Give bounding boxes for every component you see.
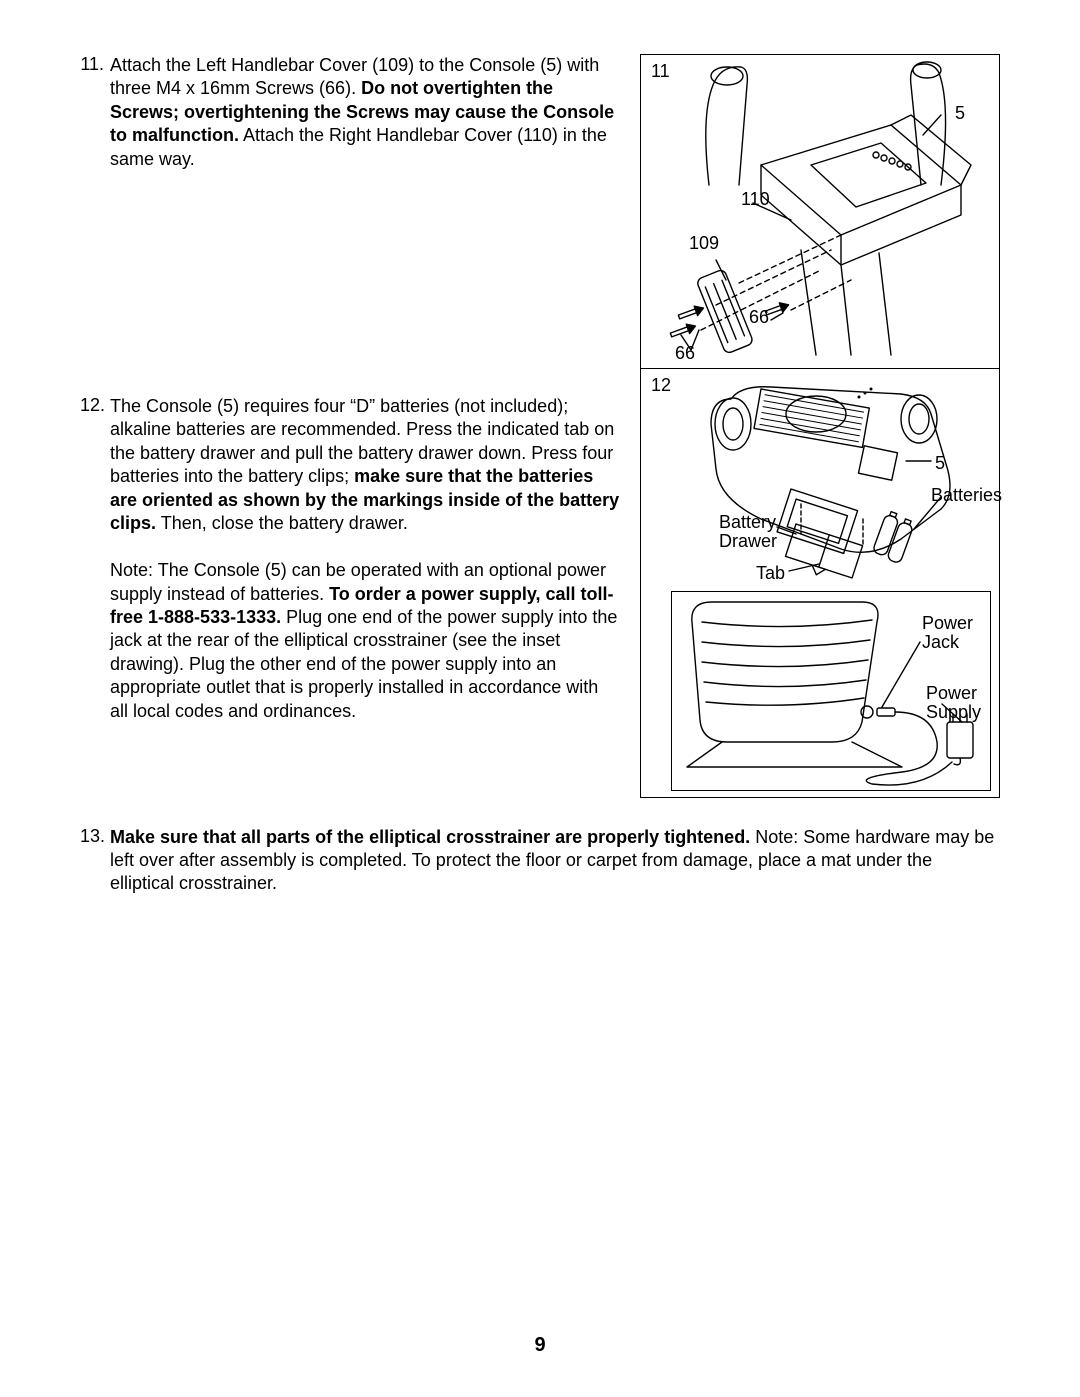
step-13-bold-1: Make sure that all parts of the elliptic… [110, 827, 750, 847]
fig12-label-power-supply-l2: Supply [926, 702, 981, 722]
fig12-label-tab: Tab [756, 563, 785, 584]
fig11-label-5: 5 [955, 103, 965, 124]
step-12-body: The Console (5) requires four “D” batter… [110, 395, 620, 723]
figure-11-box: 11 [640, 54, 1000, 369]
figure-12-inset-box: Power Jack Power Supply [671, 591, 991, 791]
row-steps-11-12: 11. Attach the Left Handlebar Cover (109… [80, 54, 1000, 798]
fig12-label-batteries: Batteries [931, 485, 1002, 506]
fig12-label-power-supply: Power Supply [926, 684, 981, 724]
fig11-label-66a: 66 [749, 307, 769, 328]
fig12-label-battery-drawer-l1: Battery [719, 512, 776, 532]
step-12: 12. The Console (5) requires four “D” ba… [80, 395, 620, 723]
text-column: 11. Attach the Left Handlebar Cover (109… [80, 54, 640, 798]
fig12-label-battery-drawer-l2: Drawer [719, 531, 777, 551]
step-13-body: Make sure that all parts of the elliptic… [110, 826, 1000, 896]
step-13-number: 13. [80, 826, 110, 896]
figure-11-illustration [641, 55, 997, 366]
step-11: 11. Attach the Left Handlebar Cover (109… [80, 54, 620, 171]
fig12-label-power-jack: Power Jack [922, 614, 973, 654]
fig12-label-power-jack-l2: Jack [922, 632, 959, 652]
fig12-label-power-supply-l1: Power [926, 683, 977, 703]
figure-12-box: 12 [640, 368, 1000, 798]
figure-12-top-illustration [641, 369, 997, 589]
step-12-number: 12. [80, 395, 110, 723]
fig11-label-110: 110 [741, 189, 770, 210]
figure-11-number: 11 [651, 61, 670, 82]
fig11-label-66b: 66 [675, 343, 695, 364]
step-13: 13. Make sure that all parts of the elli… [80, 826, 1000, 896]
fig12-label-battery-drawer: Battery Drawer [719, 513, 777, 553]
step-12-text-2: Then, close the battery drawer. [156, 513, 408, 533]
fig12-label-5: 5 [935, 453, 945, 474]
step-11-number: 11. [80, 54, 110, 171]
step-11-body: Attach the Left Handlebar Cover (109) to… [110, 54, 620, 171]
fig11-label-109: 109 [689, 233, 719, 254]
fig12-label-power-jack-l1: Power [922, 613, 973, 633]
page-number: 9 [0, 1334, 1080, 1357]
figure-column: 11 [640, 54, 1000, 798]
